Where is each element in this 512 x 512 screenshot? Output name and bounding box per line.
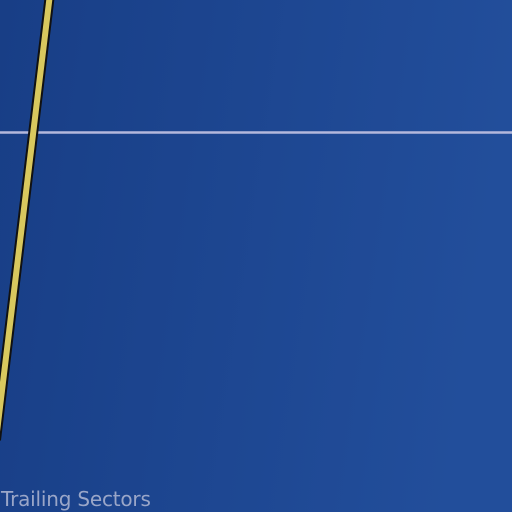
area-label: Trailing Sectors (1, 487, 151, 511)
road[interactable] (0, 0, 53, 440)
